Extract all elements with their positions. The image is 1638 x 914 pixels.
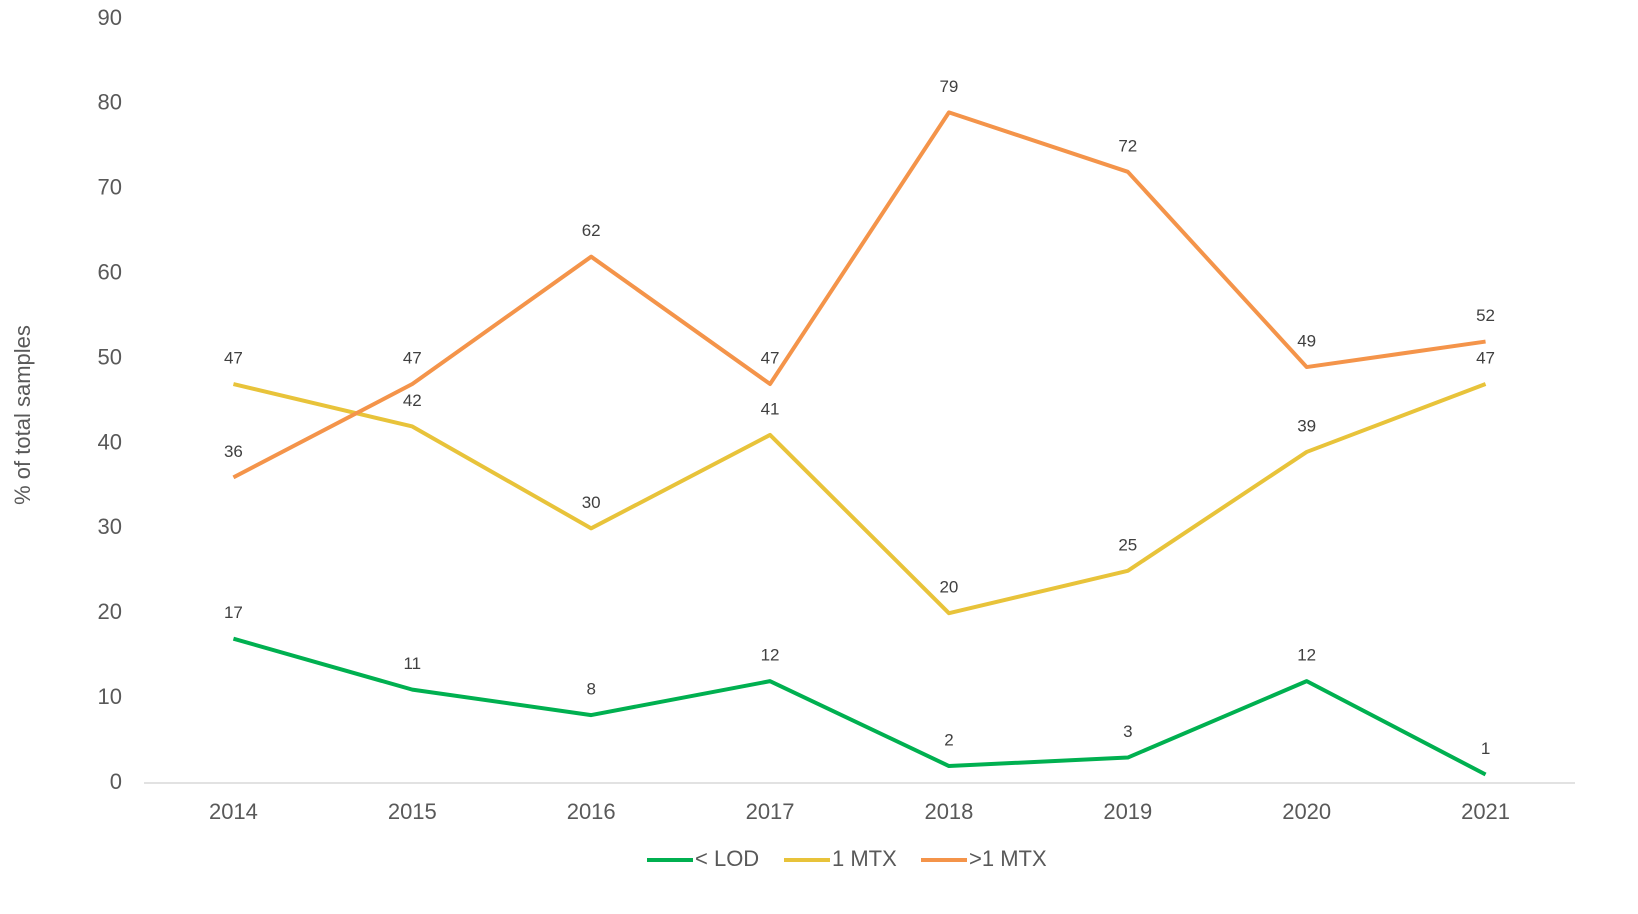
data-label: 25 <box>1118 535 1137 554</box>
data-label: 30 <box>582 493 601 512</box>
data-label: 62 <box>582 221 601 240</box>
y-tick-label: 80 <box>98 90 122 115</box>
legend-label: < LOD <box>695 846 759 871</box>
x-tick-label: 2016 <box>567 799 616 824</box>
legend-label: >1 MTX <box>969 846 1047 871</box>
x-tick-label: 2018 <box>924 799 973 824</box>
x-tick-label: 2014 <box>209 799 258 824</box>
data-label: 47 <box>761 349 780 368</box>
data-label: 47 <box>403 349 422 368</box>
y-tick-label: 30 <box>98 514 122 539</box>
series-line <box>232 636 1487 777</box>
y-tick-label: 50 <box>98 344 122 369</box>
y-tick-label: 60 <box>98 259 122 284</box>
x-tick-label: 2021 <box>1461 799 1510 824</box>
data-label: 1 <box>1481 739 1490 758</box>
data-label: 36 <box>224 442 243 461</box>
y-tick-label: 40 <box>98 429 122 454</box>
legend-label: 1 MTX <box>832 846 897 871</box>
data-label: 52 <box>1476 306 1495 325</box>
data-label: 12 <box>761 646 780 665</box>
y-tick-label: 90 <box>98 5 122 30</box>
x-tick-label: 2020 <box>1282 799 1331 824</box>
data-label: 39 <box>1297 416 1316 435</box>
x-tick-label: 2015 <box>388 799 437 824</box>
data-label: 2 <box>944 731 953 750</box>
y-tick-label: 70 <box>98 175 122 200</box>
x-tick-label: 2017 <box>746 799 795 824</box>
series-line <box>232 110 1486 480</box>
data-label: 47 <box>1476 349 1495 368</box>
y-tick-label: 0 <box>110 769 122 794</box>
x-tick-label: 2019 <box>1103 799 1152 824</box>
data-label: 3 <box>1123 722 1132 741</box>
data-label: 49 <box>1297 332 1316 351</box>
y-tick-label: 10 <box>98 684 122 709</box>
data-label: 20 <box>939 578 958 597</box>
data-label: 42 <box>403 391 422 410</box>
data-label: 79 <box>939 77 958 96</box>
data-label: 72 <box>1118 136 1137 155</box>
data-label: 17 <box>224 603 243 622</box>
y-tick-label: 20 <box>98 599 122 624</box>
data-label: 47 <box>224 349 243 368</box>
series-line <box>232 382 1487 616</box>
data-label: 41 <box>761 399 780 418</box>
y-axis-label: % of total samples <box>10 325 35 505</box>
data-label: 11 <box>403 654 421 673</box>
data-label: 8 <box>586 680 595 699</box>
data-label: 12 <box>1297 646 1316 665</box>
